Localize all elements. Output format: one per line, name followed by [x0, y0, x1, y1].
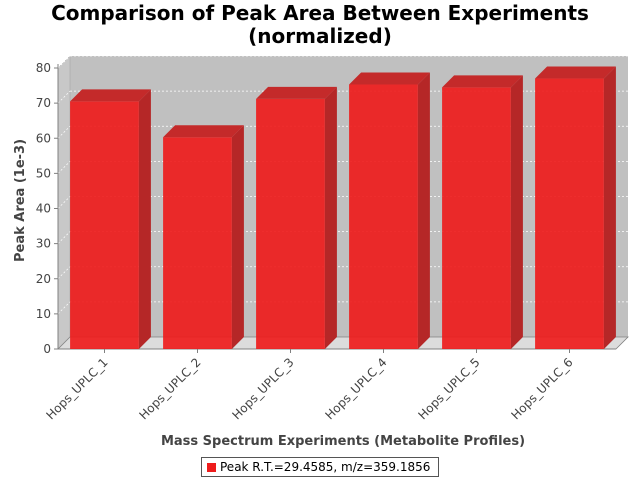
x-tick-label: Hops_UPLC_1 — [43, 355, 110, 422]
bar-top — [442, 75, 523, 88]
gridline-side — [57, 126, 71, 139]
y-tick-label: 20 — [36, 272, 51, 286]
bar-side — [603, 66, 616, 349]
x-tick-label: Hops_UPLC_4 — [322, 355, 389, 422]
chart-title-line-1: Comparison of Peak Area Between Experime… — [51, 1, 589, 25]
bar-top — [163, 125, 244, 138]
gridline-side — [57, 196, 71, 209]
y-tick-label: 80 — [36, 61, 51, 75]
bar-front — [349, 84, 418, 349]
legend-label: Peak R.T.=29.4585, m/z=359.1856 — [220, 460, 431, 474]
y-tick-label: 50 — [36, 166, 51, 180]
x-tick-label: Hops_UPLC_2 — [136, 355, 203, 422]
bar-front — [442, 87, 511, 349]
chart-title: Comparison of Peak Area Between Experime… — [0, 2, 640, 48]
y-tick-label: 0 — [43, 342, 51, 356]
bar-side — [231, 125, 244, 349]
gridline-side — [57, 90, 71, 104]
gridline-side — [57, 266, 71, 279]
bar-side — [138, 89, 151, 350]
x-tick-label: Hops_UPLC_3 — [229, 355, 296, 422]
y-tick-label: 60 — [36, 131, 51, 145]
bar-top — [535, 66, 616, 79]
legend-swatch — [207, 462, 216, 472]
bar-top — [256, 86, 337, 99]
x-axis-title: Mass Spectrum Experiments (Metabolite Pr… — [161, 434, 525, 449]
bar-side — [324, 86, 337, 349]
gridline-side — [57, 161, 71, 174]
bar-front — [70, 101, 139, 350]
chart-title-line-2: (normalized) — [248, 24, 392, 48]
y-tick-label: 70 — [36, 96, 51, 110]
x-tick-label: Hops_UPLC_6 — [508, 355, 575, 422]
bar-side — [510, 75, 523, 349]
bar-front — [535, 78, 604, 349]
gridline-side — [57, 55, 71, 69]
bar-top — [349, 72, 430, 85]
y-tick-label: 30 — [36, 237, 51, 251]
y-tick-label: 40 — [36, 202, 51, 216]
legend: Peak R.T.=29.4585, m/z=359.1856 — [201, 457, 439, 477]
bar-side — [417, 72, 430, 349]
bar-top — [70, 89, 151, 102]
y-tick-label: 10 — [36, 307, 51, 321]
gridline-side — [57, 301, 71, 315]
bar-front — [256, 98, 325, 349]
bar-front — [163, 137, 232, 349]
gridline-side — [57, 231, 71, 244]
x-tick-label: Hops_UPLC_5 — [415, 355, 482, 422]
y-axis-title: Peak Area (1e-3) — [13, 139, 28, 262]
